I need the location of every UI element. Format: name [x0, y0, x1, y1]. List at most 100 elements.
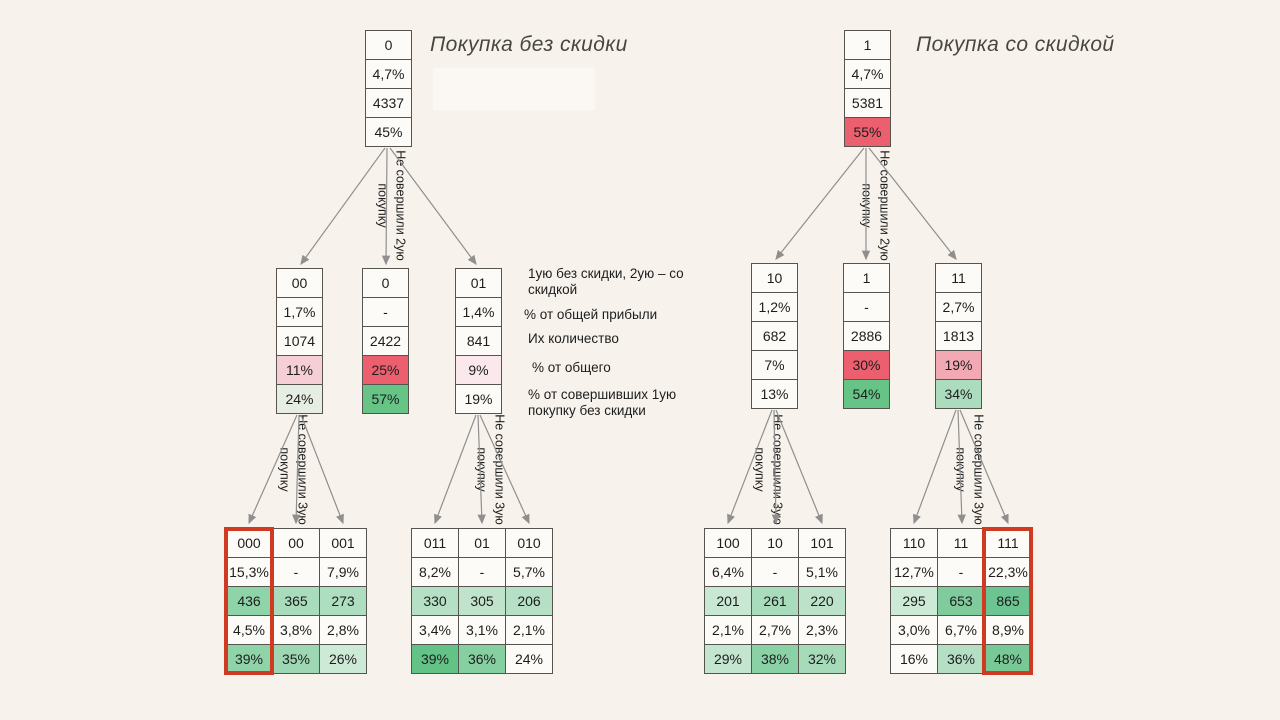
leaf-cell: 22,3% — [985, 557, 1031, 586]
leaf-table-01: 011 8,2% 330 3,4% 39% 01 - 305 3,1% 36% … — [411, 528, 553, 674]
legend-profit-share: % от общей прибыли — [524, 307, 658, 322]
leaf-cell: 330 — [412, 586, 458, 615]
node-cell: 9% — [456, 355, 501, 384]
leaf-table-10: 100 6,4% 201 2,1% 29% 10 - 261 2,7% 38% … — [704, 528, 846, 674]
leaf-cell: 5,7% — [506, 557, 552, 586]
leaf-cell: 16% — [891, 644, 937, 673]
leaf-cell: 261 — [752, 586, 798, 615]
node-00: 00 1,7% 1074 11% 24% — [276, 268, 323, 414]
leaf-cell: 3,1% — [459, 615, 505, 644]
node-cell: 7% — [752, 350, 797, 379]
node-cell: 10 — [752, 264, 797, 292]
legend-count: Их количество — [528, 331, 619, 346]
node-10: 10 1,2% 682 7% 13% — [751, 263, 798, 409]
leaf-cell: 35% — [273, 644, 319, 673]
leaf-cell: 10 — [752, 529, 798, 557]
leaf-cell: 111 — [985, 529, 1031, 557]
node-cell: 00 — [277, 269, 322, 297]
legend-share-total: % от общего — [532, 360, 611, 375]
node-cell: 13% — [752, 379, 797, 408]
leaf-column-011: 011 8,2% 330 3,4% 39% — [412, 529, 458, 673]
leaf-cell: 101 — [799, 529, 845, 557]
node-01: 01 1,4% 841 9% 19% — [455, 268, 502, 414]
leaf-cell: 2,1% — [705, 615, 751, 644]
node-cell: 1813 — [936, 321, 981, 350]
node-cell: 11% — [277, 355, 322, 384]
node-cell: 1,2% — [752, 292, 797, 321]
node-0-churn: 0 - 2422 25% 57% — [362, 268, 409, 414]
leaf-column-11: 11 - 653 6,7% 36% — [937, 529, 984, 673]
node-cell: 0 — [366, 31, 411, 59]
node-cell: 54% — [844, 379, 889, 408]
leaf-column-010: 010 5,7% 206 2,1% 24% — [505, 529, 552, 673]
leaf-cell: 206 — [506, 586, 552, 615]
leaf-cell: 220 — [799, 586, 845, 615]
node-cell: 2886 — [844, 321, 889, 350]
leaf-cell: 2,8% — [320, 615, 366, 644]
node-cell: 01 — [456, 269, 501, 297]
leaf-table-00: 000 15,3% 436 4,5% 39% 00 - 365 3,8% 35%… — [224, 527, 367, 675]
leaf-cell: 2,3% — [799, 615, 845, 644]
leaf-cell: 48% — [985, 644, 1031, 673]
node-cell: 2,7% — [936, 292, 981, 321]
node-cell: 2422 — [363, 326, 408, 355]
node-cell: 682 — [752, 321, 797, 350]
leaf-cell: 001 — [320, 529, 366, 557]
node-cell: 5381 — [845, 88, 890, 117]
node-11: 11 2,7% 1813 19% 34% — [935, 263, 982, 409]
leaf-column-110: 110 12,7% 295 3,0% 16% — [891, 529, 937, 673]
node-cell: 57% — [363, 384, 408, 413]
leaf-cell: 653 — [938, 586, 984, 615]
leaf-column-10: 10 - 261 2,7% 38% — [751, 529, 798, 673]
leaf-cell: - — [273, 557, 319, 586]
leaf-cell: 865 — [985, 586, 1031, 615]
leaf-cell: 36% — [459, 644, 505, 673]
root-node-0: 0 4,7% 4337 45% — [365, 30, 412, 147]
node-cell: 1,4% — [456, 297, 501, 326]
leaf-cell: 2,1% — [506, 615, 552, 644]
leaf-cell: 39% — [226, 644, 272, 673]
leaf-cell: 11 — [938, 529, 984, 557]
leaf-cell: 3,0% — [891, 615, 937, 644]
node-cell: 24% — [277, 384, 322, 413]
leaf-cell: 6,4% — [705, 557, 751, 586]
leaf-cell: 7,9% — [320, 557, 366, 586]
node-cell: 1,7% — [277, 297, 322, 326]
node-cell: 45% — [366, 117, 411, 146]
leaf-cell: 5,1% — [799, 557, 845, 586]
leaf-cell: 3,4% — [412, 615, 458, 644]
node-cell: 11 — [936, 264, 981, 292]
leaf-cell: 110 — [891, 529, 937, 557]
node-1-churn: 1 - 2886 30% 54% — [843, 263, 890, 409]
node-cell: 25% — [363, 355, 408, 384]
leaf-cell: 100 — [705, 529, 751, 557]
legend-share-first-purchase: % от совершивших 1ую покупку без скидки — [528, 387, 677, 419]
leaf-cell: 32% — [799, 644, 845, 673]
legend-node-code: 1ую без скидки, 2ую – со скидкой — [528, 266, 684, 298]
leaf-column-000: 000 15,3% 436 4,5% 39% — [224, 527, 274, 675]
leaf-cell: 26% — [320, 644, 366, 673]
node-cell: 19% — [936, 350, 981, 379]
leaf-column-100: 100 6,4% 201 2,1% 29% — [705, 529, 751, 673]
leaf-column-111: 111 22,3% 865 8,9% 48% — [982, 527, 1033, 675]
leaf-cell: 436 — [226, 586, 272, 615]
leaf-cell: 6,7% — [938, 615, 984, 644]
node-cell: 0 — [363, 269, 408, 297]
root-node-1: 1 4,7% 5381 55% — [844, 30, 891, 147]
leaf-cell: 2,7% — [752, 615, 798, 644]
node-cell: 1074 — [277, 326, 322, 355]
leaf-cell: 8,9% — [985, 615, 1031, 644]
leaf-cell: 011 — [412, 529, 458, 557]
leaf-cell: 010 — [506, 529, 552, 557]
node-cell: 30% — [844, 350, 889, 379]
leaf-cell: - — [938, 557, 984, 586]
node-cell: 19% — [456, 384, 501, 413]
leaf-cell: 01 — [459, 529, 505, 557]
leaf-cell: 12,7% — [891, 557, 937, 586]
leaf-cell: 273 — [320, 586, 366, 615]
node-cell: - — [844, 292, 889, 321]
leaf-cell: 8,2% — [412, 557, 458, 586]
node-cell: 1 — [845, 31, 890, 59]
leaf-cell: 295 — [891, 586, 937, 615]
node-cell: 4,7% — [366, 59, 411, 88]
